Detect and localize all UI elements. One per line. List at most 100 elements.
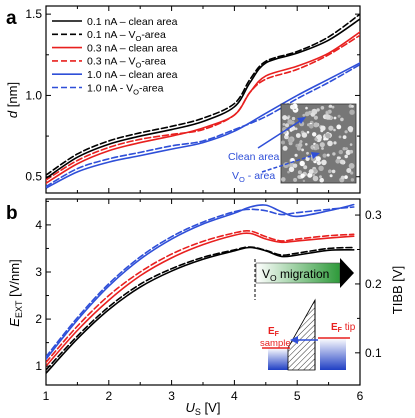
stm-grain bbox=[287, 119, 293, 125]
vo-migration-label: VO migration bbox=[262, 267, 329, 283]
stm-grain bbox=[338, 156, 341, 160]
stm-grain bbox=[344, 175, 348, 180]
stm-grain bbox=[333, 116, 337, 120]
stm-grain bbox=[349, 143, 353, 146]
stm-grain bbox=[313, 122, 319, 128]
stm-grain bbox=[349, 149, 354, 154]
stm-grain bbox=[305, 156, 310, 161]
vo-area-arrowhead bbox=[311, 152, 320, 159]
stm-inset bbox=[280, 103, 357, 184]
vo-migration-annotation: VO migration bbox=[254, 258, 354, 300]
panel-a-series-2-clean-area bbox=[46, 31, 360, 185]
stm-grain bbox=[284, 134, 289, 140]
x-tick-label: 2 bbox=[105, 389, 112, 403]
stm-grain bbox=[288, 166, 295, 173]
stm-grain bbox=[316, 160, 322, 166]
stm-grain bbox=[293, 177, 298, 182]
x-tick-label: 1 bbox=[43, 389, 50, 403]
stm-grain bbox=[351, 105, 354, 108]
stm-grain bbox=[318, 165, 324, 171]
stm-grain bbox=[305, 143, 308, 146]
panel-b-series-1-vo-area bbox=[46, 246, 355, 371]
panel-a-series-0-clean-area bbox=[46, 18, 360, 180]
stm-grain bbox=[338, 149, 343, 155]
y2-tick-label-b: 0.2 bbox=[365, 277, 382, 291]
x-tick-label: 6 bbox=[357, 389, 364, 403]
panel-a-series-1-vo-area bbox=[46, 13, 360, 176]
stm-grain bbox=[339, 159, 345, 165]
panel-b-series-0-clean-area bbox=[46, 246, 355, 375]
panel-b-curves bbox=[46, 203, 355, 375]
tip-band bbox=[320, 338, 346, 370]
stm-grain bbox=[301, 132, 308, 138]
y-axis-title-b: EEXT [V/nm] bbox=[7, 259, 24, 326]
stm-grain bbox=[328, 104, 333, 108]
stm-grain bbox=[348, 163, 355, 169]
stm-grain bbox=[299, 160, 305, 167]
sample-ef-label: EF bbox=[268, 326, 280, 338]
stm-grain bbox=[331, 169, 336, 174]
stm-grain bbox=[282, 145, 288, 151]
tunneling-arrowhead bbox=[290, 336, 298, 344]
stm-grain bbox=[302, 179, 306, 183]
stm-grain bbox=[301, 148, 304, 152]
stm-grain bbox=[306, 131, 310, 134]
stm-grain bbox=[331, 105, 335, 109]
stm-grain bbox=[305, 106, 308, 110]
stm-grain bbox=[312, 132, 317, 137]
stm-grain bbox=[304, 111, 310, 117]
stm-grain bbox=[282, 123, 286, 126]
stm-grain bbox=[333, 141, 337, 145]
stm-grain bbox=[287, 170, 290, 174]
stm-grain bbox=[303, 165, 308, 170]
panel-a-series-4-clean-area bbox=[46, 62, 360, 189]
legend-label: 1.0 nA – clean area bbox=[87, 69, 178, 81]
sample-band bbox=[268, 348, 288, 370]
x-tick-label: 3 bbox=[168, 389, 175, 403]
stm-grain bbox=[295, 133, 301, 138]
stm-grain bbox=[340, 117, 344, 122]
stm-grain bbox=[297, 175, 301, 179]
panel-label-b: b bbox=[6, 203, 18, 224]
stm-grain bbox=[350, 171, 354, 175]
y2-tick-label-b: 0.3 bbox=[365, 208, 382, 222]
vo-migration-arrowhead bbox=[340, 258, 354, 288]
stm-grain bbox=[316, 134, 322, 140]
stm-grain bbox=[342, 135, 347, 140]
stm-grain bbox=[309, 124, 314, 129]
stm-grain bbox=[333, 128, 336, 132]
x-tick-label: 5 bbox=[294, 389, 301, 403]
stm-grain bbox=[308, 169, 314, 175]
stm-grain bbox=[325, 112, 329, 115]
stm-grain bbox=[281, 177, 286, 182]
stm-grain bbox=[337, 114, 341, 118]
band-diagram: EF sample EF tip bbox=[260, 298, 356, 371]
stm-grain bbox=[291, 116, 296, 121]
y-tick-label-b: 1 bbox=[35, 359, 42, 373]
stm-grain bbox=[287, 137, 293, 143]
y-tick-label-a: 1.5 bbox=[25, 7, 42, 21]
legend-label: 1.0 nA - VO-area bbox=[87, 82, 164, 96]
stm-grain bbox=[320, 125, 326, 131]
stm-grains bbox=[281, 103, 355, 183]
panel-a-curves bbox=[46, 13, 360, 189]
stm-grain bbox=[326, 153, 330, 157]
axis-ticks: 1 2 3 4 5 6 0.5 1.0 1.5 1 2 3 4 0.1 0.2 0.3 bbox=[25, 6, 382, 403]
panel-b-series-2-clean-area bbox=[46, 232, 355, 367]
stm-grain bbox=[310, 112, 315, 117]
stm-grain bbox=[284, 123, 290, 128]
stm-grain bbox=[345, 149, 351, 155]
stm-grain bbox=[282, 115, 288, 121]
stm-grain bbox=[299, 140, 302, 144]
stm-grain bbox=[329, 174, 333, 178]
vo-area-label: VO - area bbox=[232, 170, 275, 184]
panel-b-series-4-clean-area bbox=[46, 203, 355, 360]
clean-area-label: Clean area bbox=[228, 151, 280, 163]
stm-grain bbox=[350, 178, 355, 182]
stm-grain bbox=[286, 116, 290, 120]
y2-axis-title-b: TIBB [V] bbox=[390, 266, 405, 314]
stm-grain bbox=[320, 106, 325, 110]
panel-b-series-5-vo-area bbox=[46, 206, 355, 358]
stm-grain bbox=[338, 135, 342, 139]
stm-grain bbox=[316, 108, 320, 112]
